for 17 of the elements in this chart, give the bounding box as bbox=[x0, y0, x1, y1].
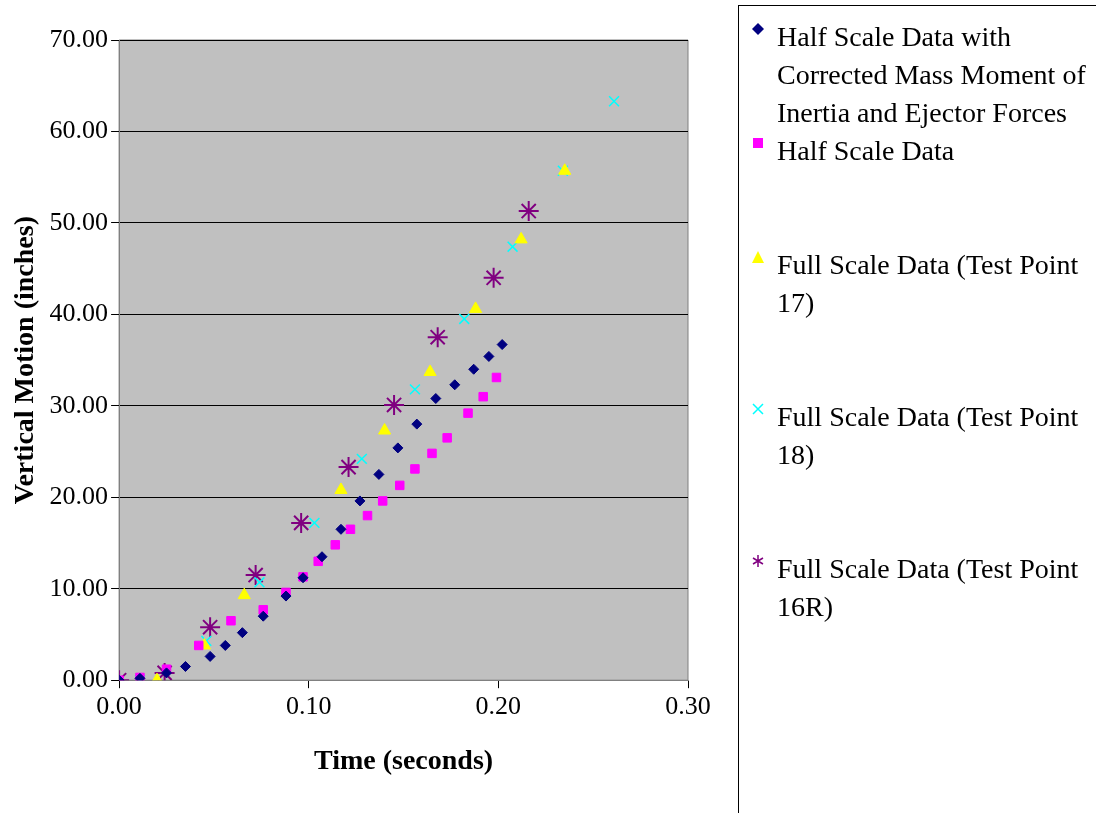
legend-label: Full Scale Data (Test Point 17) bbox=[777, 248, 1080, 320]
y-tick-label: 10.00 bbox=[49, 572, 109, 602]
legend-label: Half Scale Data bbox=[777, 134, 955, 168]
y-tick-label: 50.00 bbox=[49, 206, 109, 236]
legend-label: Full Scale Data (Test Point 18) bbox=[777, 400, 1080, 472]
legend-label: Full Scale Data (Test Point 16R) bbox=[777, 552, 1080, 624]
y-tick-label: 30.00 bbox=[49, 389, 109, 419]
y-tick-label: 70.00 bbox=[49, 23, 109, 53]
x-tick-label: 0.30 bbox=[665, 690, 711, 720]
y-axis-title: Vertical Motion (inches) bbox=[8, 215, 40, 505]
x-tick-label: 0.10 bbox=[285, 690, 332, 720]
x-axis-title: Time (seconds) bbox=[313, 744, 494, 776]
y-tick-label: 40.00 bbox=[49, 298, 109, 328]
legend-label: Half Scale Data with Corrected Mass Moment of Inertia and Ejector Forces bbox=[777, 20, 1087, 130]
y-tick-label: 20.00 bbox=[49, 481, 109, 511]
x-tick-label: 0.20 bbox=[475, 690, 522, 720]
y-tick-label: 60.00 bbox=[49, 115, 109, 145]
